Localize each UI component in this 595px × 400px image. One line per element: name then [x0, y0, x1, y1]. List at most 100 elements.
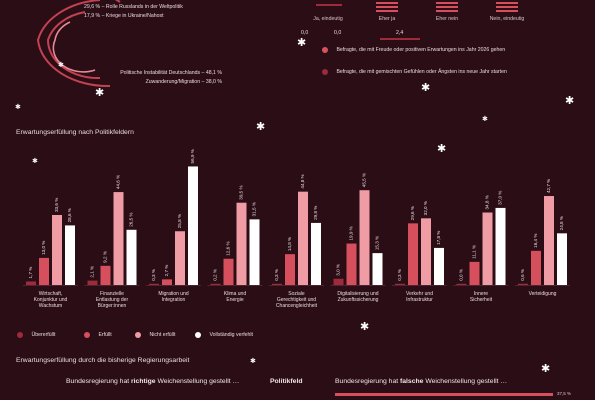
bars-icon-4	[496, 2, 518, 12]
policy-bar-chart: 1,7 % 13,0 % 33,6 % 28,6 % Wirtschaft, Konjun…	[23, 149, 570, 309]
bottom-right-bold: falsche	[400, 378, 424, 385]
legend-dot-3	[135, 331, 141, 338]
star-icon: ✱	[95, 87, 105, 99]
bar	[495, 207, 506, 285]
star-icon: ✱	[565, 95, 575, 107]
legend-item-4: Vollständig verfehlt	[195, 326, 253, 344]
bar-value-label: 12,6 %	[226, 241, 231, 255]
response-label-3: Eher nein	[435, 16, 459, 22]
arc-inner	[52, 21, 96, 73]
response-label-1: Ja, eindeutig	[313, 16, 343, 22]
category-label: Soziale Gerechtigkeit und Chancengleichhei…	[276, 291, 318, 309]
bar-group: 1,7 % 13,0 % 33,6 % 28,6 % Wirtschaft, Konjun…	[23, 198, 78, 309]
category-label: Innere Sicherheit	[470, 291, 493, 303]
bottom-left-post: Weichenstellung gestellt …	[155, 378, 240, 385]
bar-value-label: 9,2 %	[103, 251, 108, 263]
category-label: Digitalisierung und Zukunftssicherung	[337, 291, 378, 303]
bar	[126, 229, 137, 285]
category-label: Finanzielle Entlastung der Bürger:innen	[96, 291, 129, 309]
bottom-center-head: Politikfeld	[270, 378, 303, 385]
star-icon: ✱	[482, 116, 488, 123]
bottom-left-head: Bundesregierung hat richtige Weichenstel…	[66, 378, 239, 385]
bar-value-label: 56,9 %	[190, 149, 195, 163]
bar	[469, 261, 480, 285]
bar	[87, 280, 98, 285]
legend-label-2: Erfüllt	[98, 331, 112, 338]
category-label: Klima und Energie	[224, 291, 246, 303]
bar-value-label: 0,6 %	[520, 269, 525, 281]
bar	[456, 283, 467, 285]
section-title: Erwartungserfüllung nach Politikfeldern	[16, 129, 134, 136]
bottom-bar	[335, 393, 553, 396]
bar	[544, 196, 554, 285]
bar	[557, 233, 567, 285]
bar-group: 0,6 % 16,4 % 42,7 % 24,8 % Verteidigung	[515, 179, 570, 297]
star-icon: ✱	[256, 121, 266, 133]
bar-value-label: 16,4 %	[533, 234, 538, 248]
bar-value-label: 17,8 %	[436, 231, 441, 245]
scale-value-3: 2,4	[396, 30, 404, 36]
bar	[359, 190, 370, 285]
bar	[272, 283, 282, 285]
bar-value-label: 15,3 %	[375, 236, 380, 250]
bar-value-label: 26,5 %	[129, 212, 134, 226]
category-label: Wirtschaft, Konjunktur und Wachstum	[34, 291, 68, 309]
bar-value-label: 0,2 %	[213, 269, 218, 281]
response-label-2: Eher ja	[378, 16, 396, 22]
star-icon: ✱	[297, 37, 307, 49]
bar-value-label: 33,6 %	[54, 198, 59, 212]
legend-top-label-1: Befragte, die mit Freude oder positiven …	[336, 46, 506, 53]
legend-top: Befragte, die mit Freude oder positiven …	[322, 41, 507, 81]
bar	[372, 253, 383, 285]
bar-group: 0,3 % 2,7 % 25,8 % 56,9 % Migration und Integ…	[146, 149, 201, 303]
bar	[236, 202, 247, 285]
star-icon: ✱	[360, 321, 370, 333]
bars-icon-1	[316, 4, 342, 6]
bar	[482, 212, 493, 285]
bar-value-label: 39,5 %	[239, 185, 244, 199]
legend-top-dot-1	[322, 46, 328, 53]
legend-item-2: Erfüllt	[84, 326, 112, 344]
legend-label-3: Nicht erfüllt	[149, 331, 176, 338]
bar-group: 0,0 % 11,1 % 34,8 % 37,0 % Innere Sicherheit	[453, 191, 509, 303]
bar	[421, 218, 431, 285]
bar	[113, 192, 124, 285]
bar-value-label: 29,6 %	[410, 206, 415, 220]
bar-group: 3,0 % 19,9 % 45,5 % 15,3 % Digitalisierung u…	[330, 173, 386, 303]
bar-group: 2,1 % 9,2 % 44,6 % 26,5 % Finanzielle Entlast…	[84, 175, 140, 309]
bar-value-label: 29,8 %	[313, 206, 318, 220]
bar-value-label: 25,8 %	[177, 214, 182, 228]
legend-item-1: Übererfüllt	[17, 326, 55, 344]
bar-value-label: 0,3 %	[151, 269, 156, 281]
bar-value-label: 42,7 %	[546, 179, 551, 193]
bar	[518, 283, 528, 285]
bar-value-label: 2,1 %	[90, 266, 95, 278]
legend-top-label-2: Befragte, die mit gemischten Gefühlen od…	[336, 68, 507, 75]
bar-value-label: 28,6 %	[67, 208, 72, 222]
chart-legend: Übererfüllt Erfüllt Nicht erfüllt Vollst…	[17, 326, 317, 338]
legend-dot-2	[84, 331, 90, 338]
legend-top-dot-2	[322, 68, 328, 75]
arc-label-migration: Zuwanderung/Migration – 38,0 %	[145, 79, 222, 85]
bar	[188, 166, 198, 285]
arc-outer	[36, 0, 111, 88]
bar-value-label: 11,1 %	[472, 245, 477, 259]
star-icon: ✱	[421, 82, 431, 94]
star-icon: ✱	[250, 358, 256, 365]
bottom-right-pre: Bundesregierung hat	[335, 378, 400, 385]
bar-value-label: 45,5 %	[362, 173, 367, 187]
scale-value-2: 0,0	[334, 30, 342, 36]
bar	[434, 247, 444, 285]
bar-group: 0,3 % 14,8 % 44,8 % 29,8 % Soziale Gerechtigk…	[269, 174, 324, 309]
bar	[149, 283, 159, 285]
scale-value-1: 0,0	[301, 30, 309, 36]
bottom-right-head: Bundesregierung hat falsche Weichenstell…	[335, 378, 507, 385]
bar-value-label: 0,3 %	[274, 269, 279, 281]
bar	[311, 222, 321, 285]
arc-top	[114, 0, 121, 3]
star-icon: ✱	[437, 143, 447, 155]
bar-value-label: 2,7 %	[164, 265, 169, 277]
bars-icon-3	[436, 2, 458, 12]
legend-item-3: Nicht erfüllt	[135, 326, 175, 344]
top-arcs	[36, 0, 121, 88]
